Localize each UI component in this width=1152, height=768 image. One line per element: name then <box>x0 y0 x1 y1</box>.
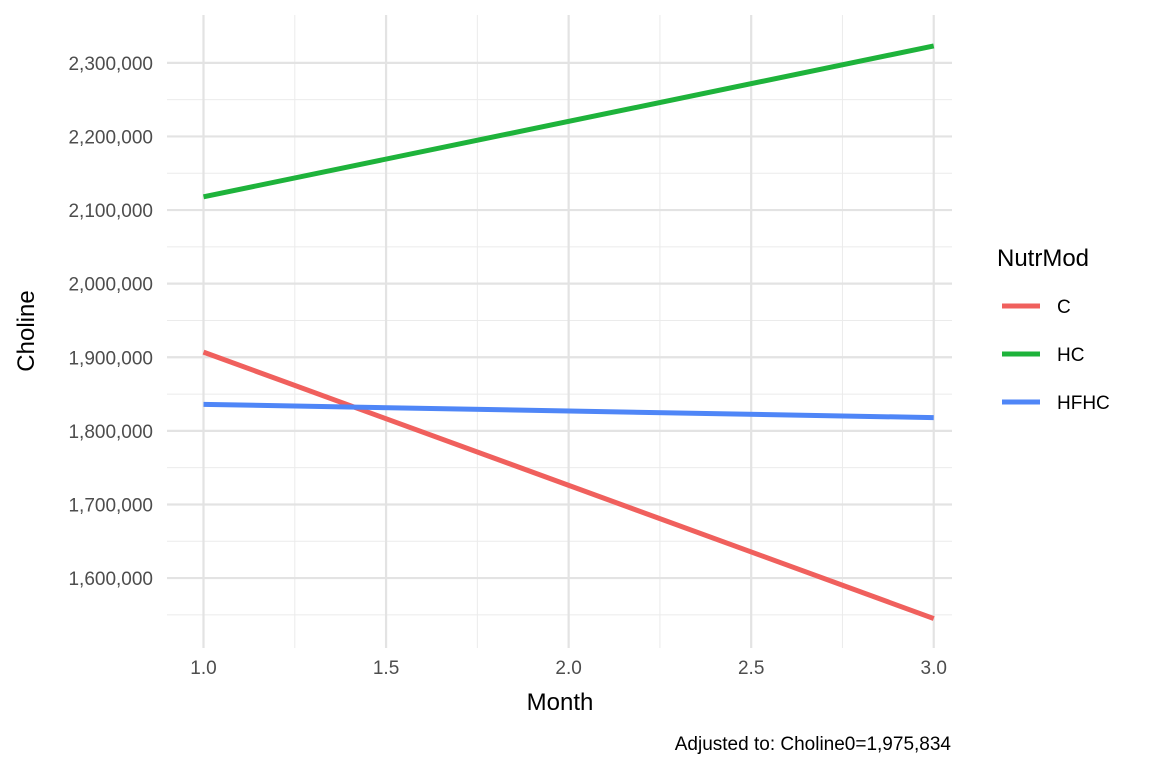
legend-label-hc: HC <box>1057 345 1084 366</box>
y-tick-label: 2,300,000 <box>68 54 153 75</box>
y-tick-label: 2,000,000 <box>68 275 153 296</box>
x-tick-label: 2.5 <box>738 658 764 679</box>
legend-label-c: C <box>1057 297 1071 318</box>
series-line-c <box>202 349 935 621</box>
chart-caption: Adjusted to: Choline0=1,975,834 <box>675 734 952 755</box>
x-tick-label: 2.0 <box>555 658 581 679</box>
y-tick-label: 1,900,000 <box>68 348 153 369</box>
legend-items: C HC HFHC <box>1002 297 1110 414</box>
legend: NutrMod C HC HFHC <box>997 245 1110 414</box>
y-tick-label: 1,600,000 <box>68 569 153 590</box>
series-line-hc <box>203 43 935 200</box>
series-lines <box>202 43 935 621</box>
x-tick-label: 3.0 <box>921 658 947 679</box>
legend-title: NutrMod <box>997 245 1089 272</box>
y-axis-title: Choline <box>13 290 40 371</box>
x-axis-tick-labels: 1.0 1.5 2.0 2.5 3.0 <box>190 658 947 679</box>
minor-gridlines <box>167 15 952 648</box>
legend-label-hfhc: HFHC <box>1057 393 1110 414</box>
y-tick-label: 1,700,000 <box>68 495 153 516</box>
major-gridlines <box>167 15 952 648</box>
series-line-hfhc <box>203 401 934 421</box>
y-axis-tick-labels: 1,600,000 1,700,000 1,800,000 1,900,000 2,00… <box>68 54 153 590</box>
y-tick-label: 2,200,000 <box>68 127 153 148</box>
y-tick-label: 2,100,000 <box>68 201 153 222</box>
y-tick-label: 1,800,000 <box>68 422 153 443</box>
x-tick-label: 1.5 <box>373 658 399 679</box>
x-axis-title: Month <box>527 689 594 716</box>
x-tick-label: 1.0 <box>190 658 216 679</box>
